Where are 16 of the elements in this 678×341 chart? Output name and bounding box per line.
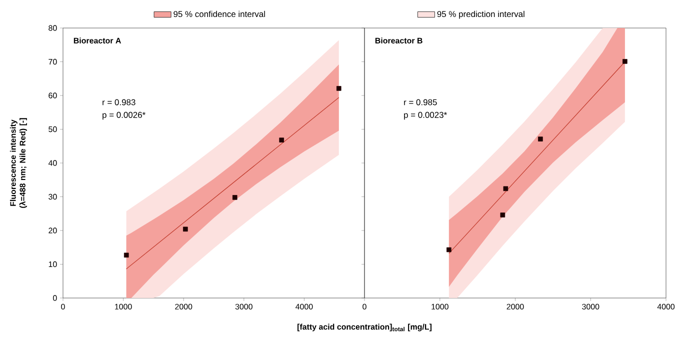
point	[232, 195, 238, 200]
point	[183, 226, 188, 232]
point	[124, 252, 129, 258]
annotation: p = 0.0023*	[404, 112, 447, 120]
point	[279, 138, 284, 142]
legend-label: 95 % prediction interval	[437, 10, 524, 19]
annotation: r = 0.983	[102, 99, 136, 106]
annotation: r = 0.985	[404, 99, 437, 106]
point	[446, 247, 452, 252]
legend-label: 95 % confidence interval	[174, 10, 265, 18]
point	[622, 59, 628, 64]
point	[336, 86, 342, 91]
point	[500, 212, 506, 218]
point	[538, 136, 543, 142]
annotation: p = 0.0026*	[102, 112, 146, 120]
point	[503, 186, 508, 192]
